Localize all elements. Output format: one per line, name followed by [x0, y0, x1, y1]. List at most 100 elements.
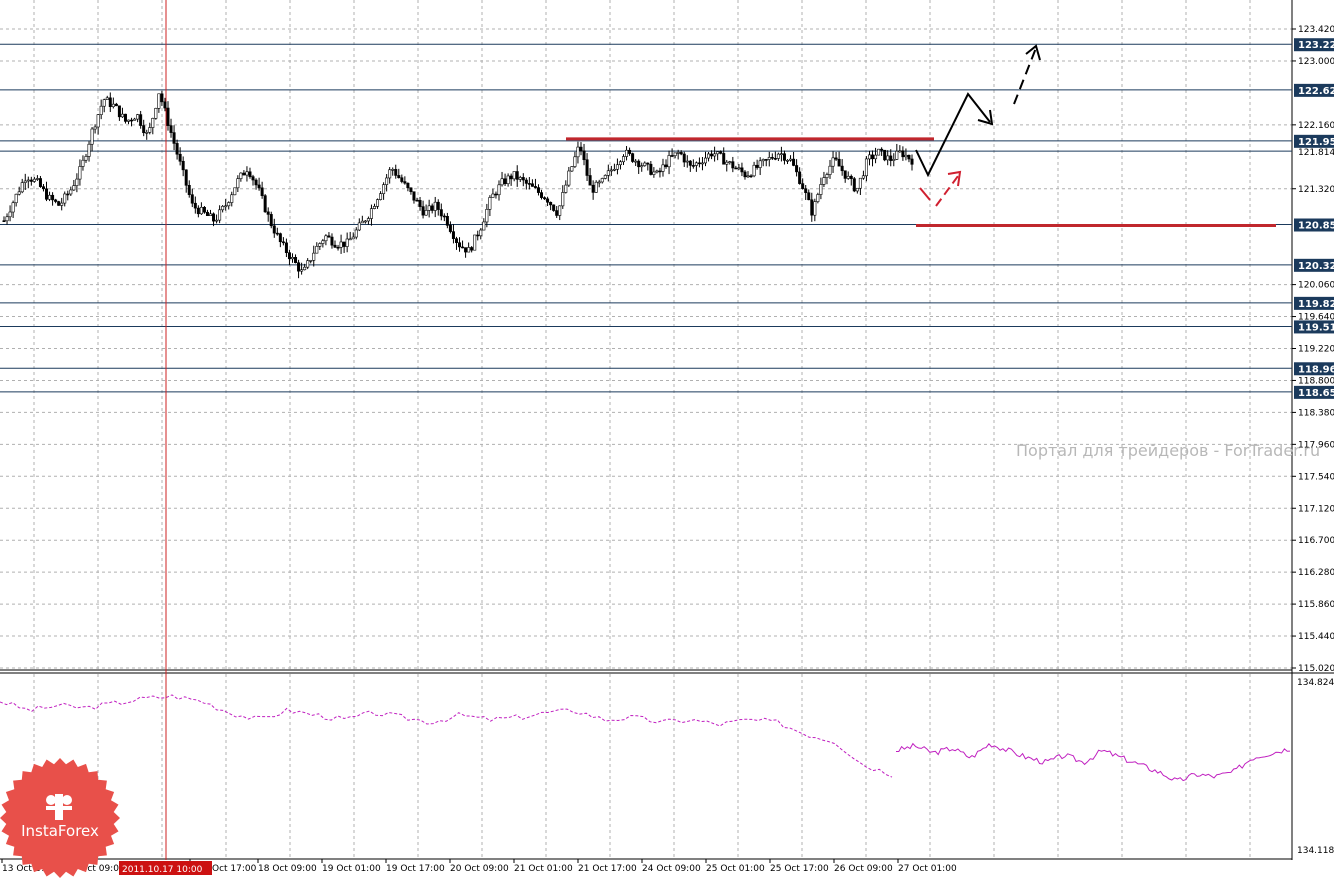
candle [810, 192, 814, 222]
candle [612, 163, 616, 172]
candle [278, 232, 282, 248]
time-tick-label: Oct 17:00 [212, 864, 257, 874]
candle [93, 124, 97, 134]
forecast-pullback-arrowhead [947, 170, 962, 187]
candle [421, 200, 425, 219]
level-label-minor: 121.814 [1298, 148, 1334, 158]
candle [722, 147, 726, 165]
cursor-time-badge-bg [119, 861, 212, 875]
candle [661, 158, 665, 177]
candle [549, 201, 553, 211]
cursor-time-label: 2011.10.17 10:00 [122, 865, 203, 875]
candle [500, 171, 504, 187]
candle [157, 93, 161, 113]
price-tick-label: 117.960 [1298, 440, 1334, 450]
price-tick-label: 117.540 [1298, 472, 1334, 482]
candle [105, 95, 109, 100]
forecast-pullback-dash-1 [919, 187, 931, 201]
candle [731, 156, 735, 173]
candle [354, 227, 358, 240]
candle [527, 177, 531, 190]
candle [874, 147, 878, 164]
candle [533, 178, 537, 189]
candle [530, 179, 534, 187]
candle [603, 174, 607, 180]
candle [458, 237, 462, 252]
candle [348, 231, 352, 241]
cursor-time-badge: 2011.10.17 10:00 [119, 861, 212, 875]
candle [813, 198, 817, 222]
candle [609, 165, 613, 176]
candle [287, 249, 291, 266]
candle [257, 177, 261, 191]
candle [694, 161, 698, 172]
candle [209, 209, 213, 216]
logo-text: InstaForex [21, 822, 99, 840]
level-label-bg [1294, 258, 1334, 272]
candle [454, 236, 458, 250]
candle [66, 190, 70, 201]
candle [2, 216, 6, 222]
candle [102, 98, 106, 113]
candle [372, 203, 376, 210]
candle [72, 180, 76, 191]
candle [227, 201, 231, 210]
candle [819, 177, 823, 200]
candle [127, 119, 131, 125]
candle [861, 170, 865, 180]
candle [318, 242, 322, 250]
time-tick-label: 27 Oct 01:00 [898, 864, 957, 874]
price-tick-label: 117.120 [1298, 504, 1334, 514]
candle [266, 207, 270, 222]
price-tick-label: 118.800 [1298, 376, 1334, 386]
price-tick-label: 116.280 [1298, 568, 1334, 578]
candle [907, 154, 911, 163]
candle [233, 187, 237, 196]
candle [148, 122, 152, 135]
price-tick-label: 118.380 [1298, 408, 1334, 418]
candle [303, 263, 307, 271]
horizontal-levels [0, 43, 1292, 393]
candle [26, 176, 30, 189]
candle [494, 191, 498, 199]
candle [263, 194, 267, 213]
candle [728, 160, 732, 165]
candle [515, 165, 519, 187]
time-tick-label: 19 Oct 17:00 [386, 864, 445, 874]
level-label-bg [1294, 320, 1334, 334]
candle [166, 101, 170, 131]
candle [518, 175, 522, 183]
time-tick-label: 19 Oct 01:00 [322, 864, 381, 874]
candle [461, 240, 465, 249]
candle [828, 159, 832, 179]
candle [622, 154, 626, 166]
candle [886, 150, 890, 166]
candle [17, 186, 21, 196]
candle [297, 259, 301, 279]
candle [284, 238, 288, 258]
candle [524, 177, 528, 190]
candle [892, 153, 896, 167]
candle [883, 149, 887, 162]
candle [588, 168, 592, 186]
candle [685, 155, 689, 168]
candle [120, 107, 124, 118]
candle [898, 145, 902, 153]
candle [849, 174, 853, 186]
instaforex-logo: InstaForex [0, 758, 120, 878]
candle [591, 180, 595, 200]
candle [400, 174, 404, 184]
candle [700, 156, 704, 171]
level-label: 119.51 [1298, 322, 1334, 333]
candle [360, 215, 364, 224]
candle [688, 160, 692, 172]
candle [224, 198, 228, 211]
candle [8, 205, 12, 222]
candle [561, 185, 565, 209]
candle [737, 164, 741, 171]
candle [877, 148, 881, 156]
candle [889, 149, 893, 167]
candle [99, 99, 103, 120]
oscillator-dashed-line [0, 694, 893, 778]
